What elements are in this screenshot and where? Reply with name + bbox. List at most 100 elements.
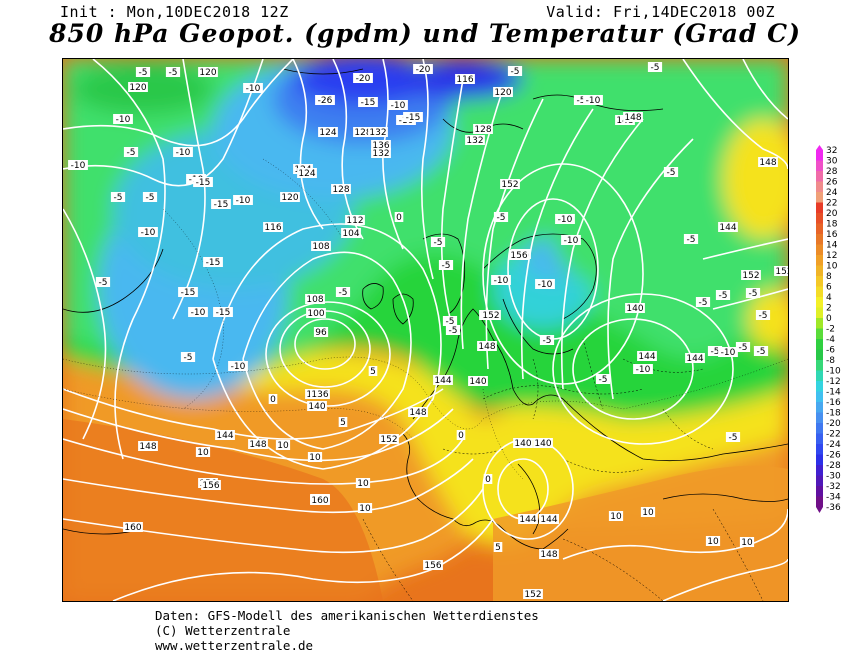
scale-swatch (816, 286, 823, 297)
geopotential-label: 140 (469, 377, 486, 387)
geopotential-label-box (685, 353, 705, 363)
scale-swatch (816, 339, 823, 350)
scale-tick-label: -10 (826, 367, 841, 377)
scale-swatch (816, 454, 823, 465)
temperature-label-box (695, 297, 711, 307)
temperature-label-box (608, 511, 624, 521)
temperature-label: 0 (485, 475, 491, 485)
geopotential-label-box (408, 407, 428, 417)
temperature-label: 10 (277, 441, 289, 451)
temperature-label-box (456, 430, 466, 440)
scale-swatch (816, 150, 823, 161)
scale-tick-label: 22 (826, 199, 837, 209)
scale-swatch (816, 171, 823, 182)
temperature-label: -10 (558, 215, 573, 225)
temperature-label: 10 (741, 538, 753, 548)
geopotential-label: 136 (311, 390, 328, 400)
temperature-label-box (430, 237, 446, 247)
geopotential-label: 156 (510, 251, 527, 261)
scale-swatch (816, 318, 823, 329)
temperature-label: 10 (707, 537, 719, 547)
init-time: Init : Mon,10DEC2018 12Z (60, 3, 289, 21)
scale-swatch (816, 244, 823, 255)
scale-swatch (816, 486, 823, 497)
geopotential-label: 152 (524, 590, 541, 600)
geopotential-label-box (758, 157, 778, 167)
geopotential-label-box (311, 241, 331, 251)
scale-tick-label: -32 (826, 482, 841, 492)
temperature-label-box (368, 366, 378, 376)
geopotential-label-box (123, 522, 143, 532)
temperature-label-box (123, 147, 139, 157)
temperature-label: -10 (246, 84, 261, 94)
temperature-label: -5 (711, 347, 720, 357)
footer-copyright: (C) Wetterzentrale (155, 623, 291, 638)
scale-swatch (816, 402, 823, 413)
temperature-label: -15 (206, 258, 221, 268)
temperature-label: -10 (71, 161, 86, 171)
geopotential-label-box (637, 351, 657, 361)
geopotential-label: 144 (519, 515, 536, 525)
geopotential-label: 116 (456, 75, 473, 85)
temperature-label-box (483, 474, 493, 484)
temperature-label-box (493, 542, 503, 552)
temperature-label-box (561, 235, 581, 245)
scale-tick-label: 6 (826, 283, 832, 293)
temperature-label-box (413, 64, 433, 74)
geopotential-label-box (306, 308, 326, 318)
scale-tick-label: -18 (826, 409, 841, 419)
weather-map: 1201201161201241281321361241281321481521… (62, 58, 789, 602)
temperature-label-box (355, 478, 371, 488)
temperature-label: 10 (359, 504, 371, 514)
temperature-label: -10 (236, 196, 251, 206)
temperature-label: 10 (197, 448, 209, 458)
temperature-label-box (211, 199, 231, 209)
geopotential-label-box (774, 266, 788, 276)
temperature-label: -10 (721, 348, 736, 358)
scale-swatch (816, 465, 823, 476)
geopotential-label: 116 (264, 223, 281, 233)
temperature-label: 0 (458, 431, 464, 441)
temperature-label: -10 (191, 308, 206, 318)
temperature-label: -10 (141, 228, 156, 238)
temperature-label: -10 (636, 365, 651, 375)
geopotential-label: 144 (719, 223, 736, 233)
scale-swatch (816, 223, 823, 234)
temperature-label-box (113, 114, 133, 124)
temperature-label: -5 (749, 289, 758, 299)
geopotential-label-box (310, 389, 330, 399)
scale-tick-label: 16 (826, 230, 838, 240)
temperature-label: -10 (231, 362, 246, 372)
geopotential-label: 132 (372, 149, 389, 159)
temperature-label: -5 (434, 238, 443, 248)
geopotential-label: 152 (482, 311, 499, 321)
temperature-label: -15 (196, 178, 211, 188)
geopotential-label-box (623, 112, 643, 122)
temperature-label: -10 (176, 148, 191, 158)
temperature-label-box (357, 503, 373, 513)
temperature-label: 0 (270, 395, 276, 405)
temperature-label: -20 (356, 74, 371, 84)
temperature-label: -5 (667, 168, 676, 178)
geopotential-label: 152 (380, 435, 397, 445)
geopotential-label-box (248, 439, 268, 449)
temperature-label: -10 (391, 101, 406, 111)
geopotential-labels: 1201201161201241281321361241281321481521… (123, 67, 788, 600)
scale-tick-label: -4 (826, 335, 835, 345)
geopotential-label: 108 (312, 242, 329, 252)
temperature-label-box (135, 67, 151, 77)
temperature-label-box (640, 507, 656, 517)
scale-tick-label: -22 (826, 430, 841, 440)
geopotential-label-box (305, 294, 325, 304)
temperature-label: -5 (114, 193, 123, 203)
temperature-label-box (353, 73, 373, 83)
temperature-label-box (583, 95, 603, 105)
geopotential-label: 132 (369, 128, 386, 138)
geopotential-label: 152 (501, 180, 518, 190)
temperature-label: -5 (139, 68, 148, 78)
scale-tick-label: 30 (826, 157, 838, 167)
scale-tick-label: 32 (826, 146, 837, 156)
temperature-label-box (268, 394, 278, 404)
geopotential-label: 152 (775, 267, 788, 277)
temperature-label: -5 (577, 96, 586, 106)
